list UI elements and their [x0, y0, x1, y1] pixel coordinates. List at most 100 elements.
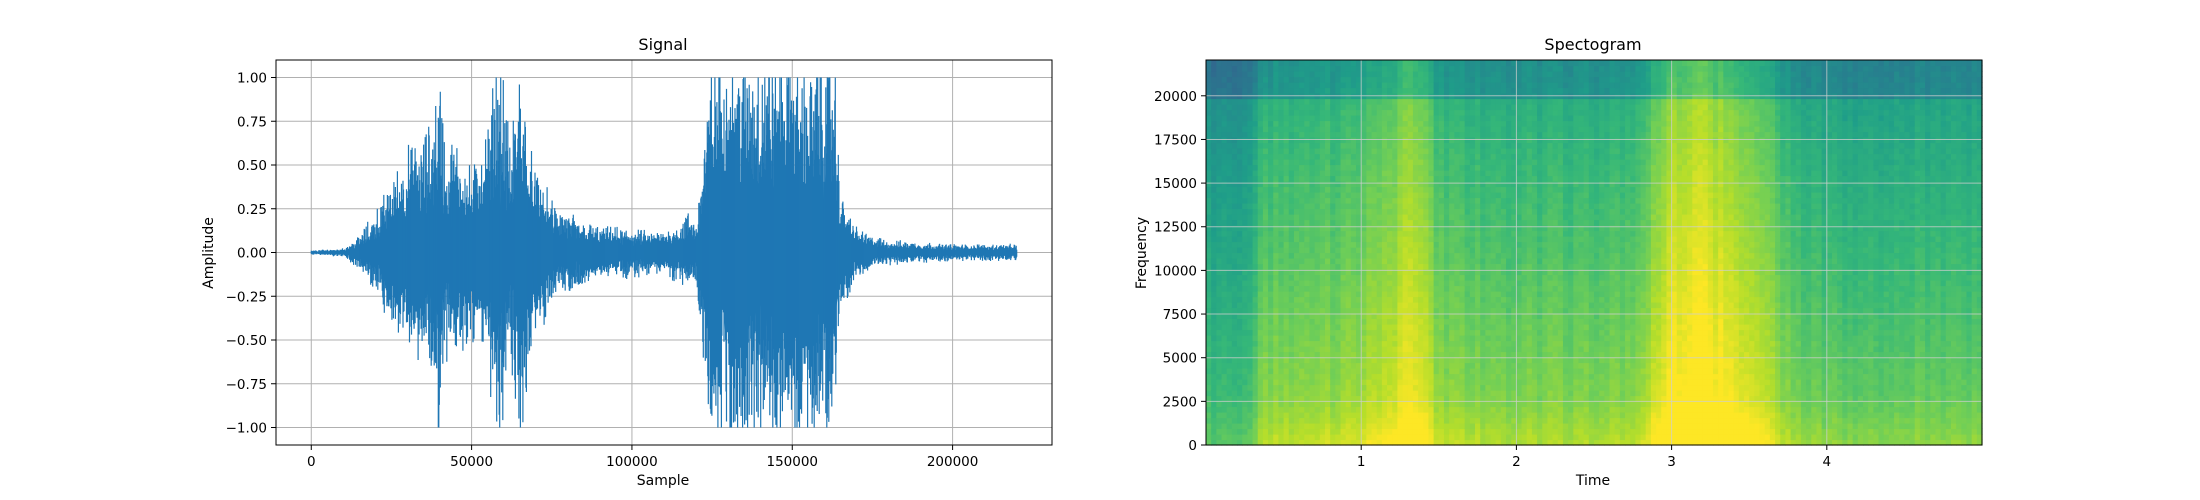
spectrogram-cell [1433, 291, 1440, 298]
spectrogram-cell [1464, 368, 1471, 375]
spectrogram-cell [1283, 401, 1290, 408]
spectrogram-cell [1449, 280, 1455, 287]
spectrogram-cell [1293, 274, 1300, 281]
spectrogram-cell [1350, 225, 1357, 232]
spectrogram-cell [1412, 439, 1419, 446]
spectrogram-cell [1423, 82, 1430, 89]
spectrogram-cell [1433, 307, 1440, 314]
spectrogram-cell [1299, 120, 1305, 127]
spectrogram-cell [1340, 247, 1347, 254]
spectrogram-cell [1221, 434, 1228, 441]
spectrogram-cell [1459, 131, 1466, 138]
spectrogram-cell [1350, 115, 1357, 122]
spectrogram-cell [1412, 335, 1419, 342]
spectrogram-cell [1304, 203, 1311, 210]
spectrogram-cell [1443, 197, 1450, 204]
spectrogram-cell [1340, 428, 1347, 435]
spectrogram-cell [1459, 203, 1466, 210]
spectrogram-cell [1237, 148, 1243, 155]
spectrogram-cell [1309, 219, 1316, 226]
spectrogram-cell [1361, 434, 1367, 441]
spectrogram-cell [1211, 208, 1217, 215]
spectrogram-cell [1449, 368, 1455, 375]
spectrogram-cell [1221, 175, 1228, 182]
spectrogram-cell [1309, 357, 1316, 364]
spectrogram-cell [1392, 170, 1399, 177]
spectrogram-cell [1283, 247, 1290, 254]
spectrogram-cell [1356, 335, 1362, 342]
spectrogram-cell [1231, 142, 1238, 149]
spectrogram-cell [1324, 126, 1331, 133]
spectrogram-cell [1433, 175, 1440, 182]
spectrogram-cell [1211, 87, 1217, 94]
spectrogram-cell [1433, 148, 1440, 155]
spectrogram-cell [1237, 318, 1243, 325]
spectrogram-cell [1356, 104, 1362, 111]
spectrogram-cell [1335, 60, 1342, 67]
spectrogram-cell [1335, 434, 1342, 441]
spectrogram-cell [1314, 192, 1321, 199]
spectrogram-cell [1237, 401, 1243, 408]
spectrogram-cell [1376, 307, 1383, 314]
spectrogram-cell [1345, 203, 1352, 210]
spectrogram-cell [1366, 170, 1373, 177]
spectrogram-cell [1288, 252, 1295, 259]
spectrogram-cell [1335, 208, 1342, 215]
spectrogram-cell [1206, 324, 1212, 331]
spectrogram-cell [1211, 373, 1217, 380]
spectrogram-cell [1433, 368, 1440, 375]
spectrogram-cell [1226, 170, 1233, 177]
spectrogram-cell [1319, 230, 1326, 237]
spectrogram-cell [1454, 120, 1461, 127]
spectrogram-cell [1242, 412, 1248, 419]
spectrogram-cell [1464, 351, 1471, 358]
spectrogram-cell [1231, 252, 1238, 259]
spectrogram-cell [1361, 329, 1367, 336]
spectrogram-cell [1330, 126, 1336, 133]
spectrogram-cell [1247, 247, 1254, 254]
spectrogram-cell [1376, 357, 1383, 364]
spectrogram-cell [1206, 137, 1212, 144]
spectrogram-cell [1449, 214, 1455, 221]
spectrogram-cell [1324, 285, 1331, 292]
spectrogram-cell [1366, 76, 1373, 83]
spectrogram-cell [1345, 252, 1352, 259]
spectrogram-cell [1381, 164, 1388, 171]
spectrogram-cell [1226, 87, 1233, 94]
spectrogram-cell [1433, 192, 1440, 199]
spectrogram-cell [1283, 313, 1290, 320]
spectrogram-cell [1412, 395, 1419, 402]
spectrogram-cell [1288, 313, 1295, 320]
spectrogram-cell [1428, 417, 1435, 424]
spectrogram-cell [1443, 384, 1450, 391]
spectrogram-cell [1242, 263, 1248, 270]
spectrogram-cell [1381, 263, 1388, 270]
spectrogram-cell [1454, 98, 1461, 105]
spectrogram-cell [1464, 417, 1471, 424]
spectrogram-cell [1464, 247, 1471, 254]
spectrogram-cell [1324, 87, 1331, 94]
spectrogram-cell [1459, 197, 1466, 204]
spectrogram-cell [1443, 131, 1450, 138]
spectrogram-cell [1262, 258, 1269, 265]
spectrogram-cell [1361, 384, 1367, 391]
spectrogram-cell [1206, 423, 1212, 430]
spectrogram-cell [1299, 390, 1305, 397]
spectrogram-cell [1257, 115, 1264, 122]
spectrogram-cell [1412, 329, 1419, 336]
spectrogram-cell [1371, 313, 1378, 320]
spectrogram-cell [1402, 192, 1409, 199]
spectrogram-cell [1345, 346, 1352, 353]
spectrogram-cell [1206, 406, 1212, 413]
spectrogram-cell [1299, 252, 1305, 259]
spectrogram-cell [1438, 434, 1445, 441]
spectrogram-cell [1247, 368, 1254, 375]
spectrogram-cell [1283, 104, 1290, 111]
spectrogram-cell [1459, 214, 1466, 221]
spectrogram-cell [1350, 291, 1357, 298]
spectrogram-cell [1252, 71, 1259, 78]
spectrogram-cell [1412, 401, 1419, 408]
spectrogram-cell [1299, 296, 1305, 303]
spectrogram-cell [1387, 192, 1393, 199]
spectrogram-cell [1237, 428, 1243, 435]
